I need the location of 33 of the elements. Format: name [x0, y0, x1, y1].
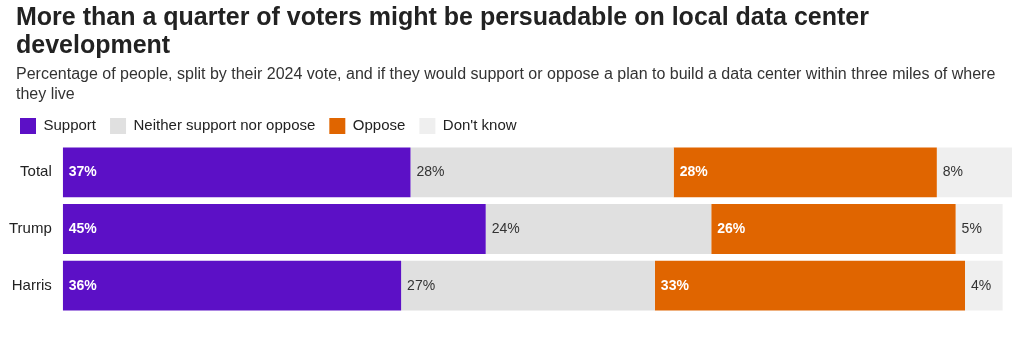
data-label: 27%: [407, 276, 436, 293]
data-label: 37%: [68, 163, 98, 180]
data-label: 8%: [942, 163, 964, 180]
bar: [401, 260, 655, 311]
bar: [936, 147, 1012, 198]
bar: [62, 204, 486, 254]
bar: [711, 204, 956, 254]
y-tick-label: Total: [20, 162, 52, 180]
legend-label: Neither support nor oppose: [133, 116, 316, 134]
legend-label: Support: [43, 116, 97, 134]
data-label: 33%: [660, 276, 690, 293]
data-label: 5%: [961, 219, 982, 236]
bar: [62, 147, 411, 198]
y-tick-label: Harris: [11, 275, 52, 293]
data-label: 36%: [68, 276, 98, 293]
bar: [965, 260, 1003, 311]
bar: [673, 147, 937, 198]
legend-label: Don't know: [442, 116, 517, 134]
chart-subtitle: Percentage of people, split by their 2024 vote, and if they would support or oppose a plan to build a data center within three miles of where they live: [16, 64, 997, 104]
y-tick-label: Trump: [9, 219, 52, 237]
legend-label: Oppose: [352, 116, 406, 134]
bar: [410, 147, 674, 198]
data-label: 28%: [679, 163, 709, 180]
bar: [654, 260, 966, 311]
data-label: 24%: [491, 219, 520, 236]
chart-title: More than a quarter of voters might be persuadable on local data center development: [16, 2, 870, 58]
data-label: 45%: [68, 219, 98, 236]
bar: [62, 260, 402, 311]
bar: [955, 204, 1003, 254]
bar: [485, 204, 712, 254]
data-label: 26%: [717, 219, 746, 236]
data-label: 4%: [971, 276, 992, 293]
data-label: 28%: [416, 163, 445, 180]
